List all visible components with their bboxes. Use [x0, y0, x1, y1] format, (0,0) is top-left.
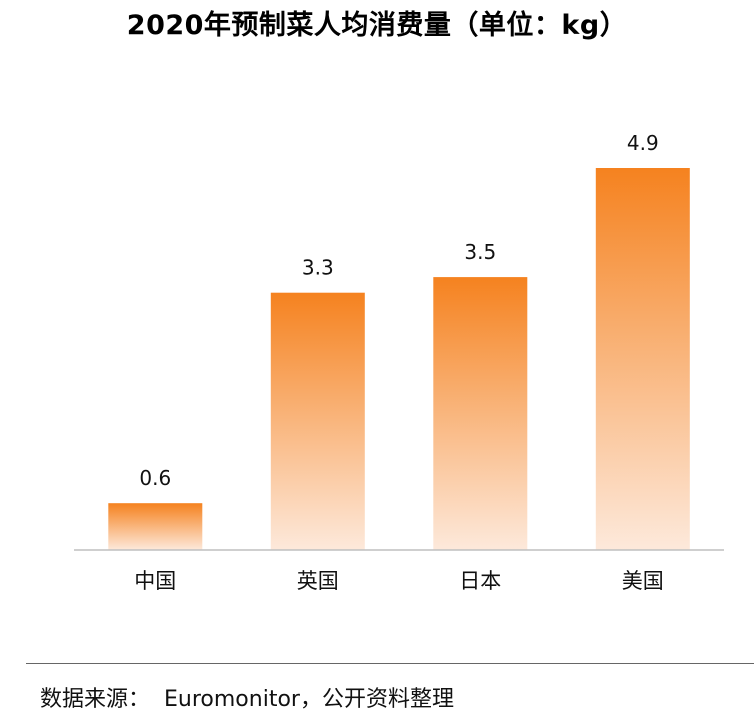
- value-label-1: 0.6: [139, 466, 171, 490]
- value-label-4: 4.9: [627, 131, 659, 155]
- bar-4: [595, 168, 690, 550]
- source-text: Euromonitor，公开资料整理: [164, 687, 454, 712]
- chart-title: 2020年预制菜人均消费量（单位：kg）: [126, 10, 628, 41]
- category-label-4: 美国: [622, 569, 664, 593]
- bar-2: [270, 292, 365, 550]
- bar-chart: 0.6 中国 3.3 英国 3.5 日本 4.9 美国: [74, 131, 724, 593]
- bar-3: [433, 277, 528, 550]
- value-label-3: 3.5: [464, 240, 496, 264]
- category-label-1: 中国: [134, 569, 176, 593]
- category-label-2: 英国: [297, 569, 339, 593]
- source-label: 数据来源：: [40, 687, 151, 712]
- footer-divider: [26, 663, 754, 664]
- category-label-3: 日本: [459, 569, 501, 593]
- source-note: 数据来源： Euromonitor，公开资料整理: [40, 685, 454, 715]
- value-label-2: 3.3: [302, 256, 334, 280]
- bar-1: [108, 503, 203, 550]
